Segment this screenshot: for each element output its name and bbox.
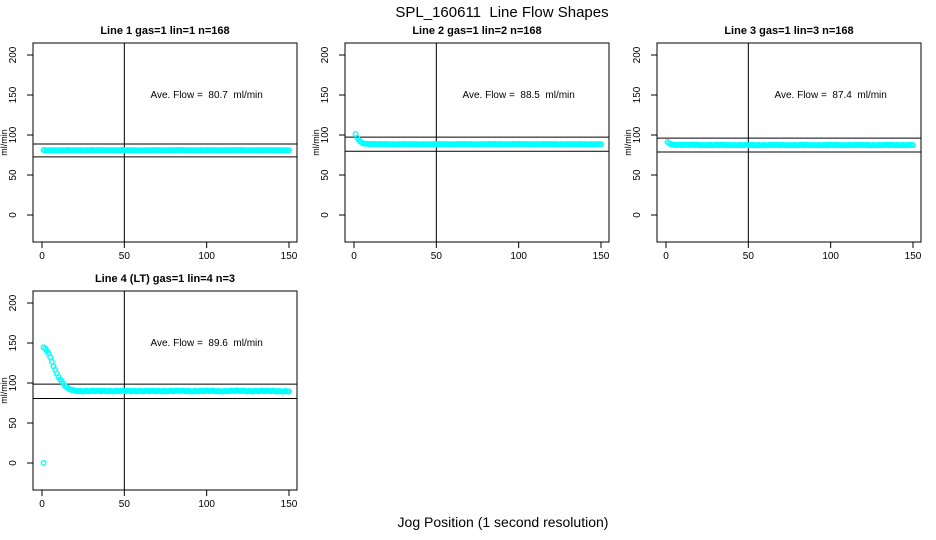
x-tick-label: 0 [39, 499, 45, 510]
x-tick-label: 100 [198, 499, 215, 510]
plot-svg: 0 50 100 150 0 50 100 150 200 ml/min Line 2 gas=1 … [312, 25, 610, 262]
y-axis: 0 50 100 150 200 [8, 294, 33, 466]
x-axis: 0 50 100 150 [39, 490, 298, 510]
figure-title: SPL_160611 Line Flow Shapes [395, 4, 609, 21]
plot-frame [344, 42, 610, 243]
data-points [352, 130, 605, 148]
x-tick-label: 50 [119, 251, 131, 262]
data-point [598, 141, 605, 148]
x-axis: 0 50 100 150 [663, 242, 922, 262]
subplot-title: Line 3 gas=1 lin=3 n=168 [724, 25, 853, 37]
reference-lines [657, 137, 921, 153]
y-tick-label: 50 [8, 169, 19, 181]
reference-lines [33, 143, 297, 158]
y-tick-label: 150 [320, 86, 331, 103]
x-tick-label: 50 [119, 499, 131, 510]
subplot-title: Line 1 gas=1 lin=1 n=168 [100, 25, 229, 37]
y-tick-label: 0 [320, 212, 331, 218]
x-tick-label: 150 [281, 251, 298, 262]
reference-lines [33, 383, 297, 400]
y-axis-title: ml/min [624, 129, 633, 156]
y-tick-label: 150 [8, 334, 19, 351]
y-axis: 0 50 100 150 200 [632, 46, 657, 218]
plot-frame [32, 290, 298, 491]
y-tick-label: 50 [632, 169, 643, 181]
subplot-line-4: 0 50 100 150 0 50 100 150 200 ml/min Line 4 (LT) g… [0, 268, 312, 516]
x-axis-label: Jog Position (1 second resolution) [397, 514, 609, 530]
x-axis: 0 50 100 150 [39, 242, 298, 262]
ave-flow-annotation: Ave. Flow = 87.4 ml/min [774, 90, 886, 101]
y-tick-label: 0 [8, 460, 19, 466]
plot-svg: 0 50 100 150 0 50 100 150 200 ml/min Line 1 gas=1 … [0, 25, 298, 262]
y-axis-title: ml/min [312, 129, 321, 156]
y-tick-label: 0 [632, 212, 643, 218]
subplot-title: Line 2 gas=1 lin=2 n=168 [412, 25, 541, 37]
y-tick-label: 150 [8, 86, 19, 103]
y-tick-label: 50 [320, 169, 331, 181]
y-tick-label: 100 [8, 126, 19, 143]
data-points [40, 344, 293, 466]
data-points [40, 146, 293, 154]
data-point [286, 388, 293, 395]
subplot-title: Line 4 (LT) gas=1 lin=4 n=3 [95, 273, 235, 285]
x-tick-label: 150 [905, 251, 922, 262]
x-tick-label: 150 [281, 499, 298, 510]
y-tick-label: 200 [8, 46, 19, 63]
plot-frame [32, 42, 298, 243]
ave-flow-annotation: Ave. Flow = 88.5 ml/min [462, 90, 574, 101]
x-tick-label: 100 [510, 251, 527, 262]
x-tick-label: 0 [663, 251, 669, 262]
subplot-line-2: 0 50 100 150 0 50 100 150 200 ml/min Line 2 gas=1 … [312, 20, 624, 268]
y-tick-label: 100 [320, 126, 331, 143]
ave-flow-annotation: Ave. Flow = 89.6 ml/min [150, 338, 262, 349]
y-axis-title: ml/min [0, 377, 9, 404]
x-tick-label: 0 [39, 251, 45, 262]
x-tick-label: 0 [351, 251, 357, 262]
plot-svg: 0 50 100 150 0 50 100 150 200 ml/min Line 3 gas=1 … [624, 25, 922, 262]
y-tick-label: 200 [632, 46, 643, 63]
y-axis-title: ml/min [0, 129, 9, 156]
data-point [910, 142, 917, 149]
reference-lines [345, 136, 609, 152]
ave-flow-annotation: Ave. Flow = 80.7 ml/min [150, 90, 262, 101]
plot-frame [656, 42, 922, 243]
y-tick-label: 200 [320, 46, 331, 63]
x-axis: 0 50 100 150 [351, 242, 610, 262]
y-tick-label: 200 [8, 294, 19, 311]
y-tick-label: 100 [632, 126, 643, 143]
y-tick-label: 0 [8, 212, 19, 218]
data-point [286, 147, 293, 154]
data-points [664, 138, 917, 149]
y-axis: 0 50 100 150 200 [320, 46, 345, 218]
data-point [40, 459, 47, 466]
x-tick-label: 100 [198, 251, 215, 262]
y-tick-label: 50 [8, 417, 19, 429]
subplot-line-1: 0 50 100 150 0 50 100 150 200 ml/min Line 1 gas=1 … [0, 20, 312, 268]
plot-svg: 0 50 100 150 0 50 100 150 200 ml/min Line 4 (LT) g… [0, 273, 298, 510]
y-tick-label: 150 [632, 86, 643, 103]
y-tick-label: 100 [8, 374, 19, 391]
x-tick-label: 150 [593, 251, 610, 262]
x-tick-label: 50 [743, 251, 755, 262]
y-axis: 0 50 100 150 200 [8, 46, 33, 218]
subplot-line-3: 0 50 100 150 0 50 100 150 200 ml/min Line 3 gas=1 … [624, 20, 936, 268]
x-tick-label: 100 [822, 251, 839, 262]
x-tick-label: 50 [431, 251, 443, 262]
